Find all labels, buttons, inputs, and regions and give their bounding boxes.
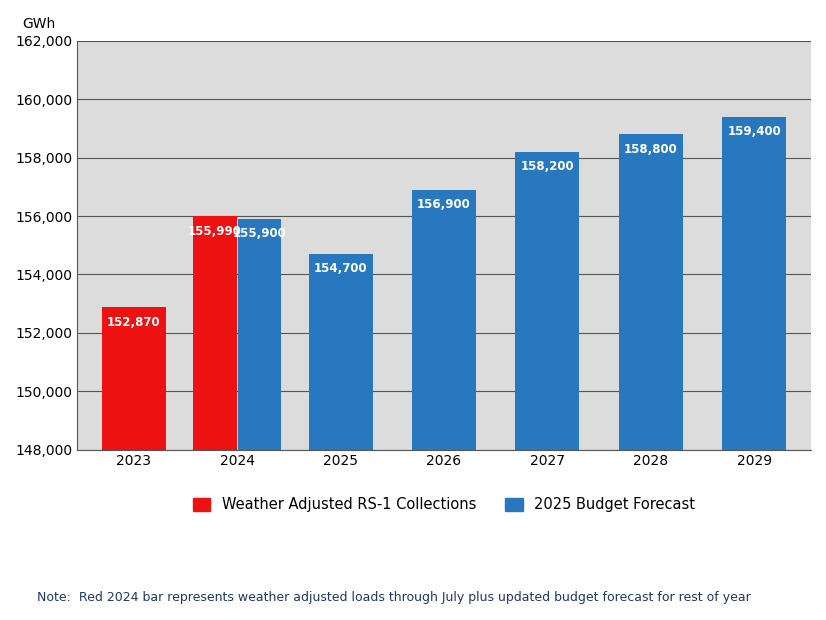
Text: 158,800: 158,800 [624, 143, 677, 156]
Text: 159,400: 159,400 [727, 125, 781, 138]
Text: 158,200: 158,200 [520, 160, 574, 173]
Text: 152,870: 152,870 [107, 316, 161, 329]
Bar [193, 216, 237, 450]
Bar [722, 117, 786, 449]
Text: GWh: GWh [22, 17, 55, 31]
Bar [412, 190, 476, 450]
Bar [102, 308, 166, 450]
Text: 155,900: 155,900 [233, 227, 287, 240]
Text: 154,700: 154,700 [314, 262, 368, 275]
Bar [238, 219, 281, 450]
Text: 156,900: 156,900 [417, 198, 471, 211]
Legend: Weather Adjusted RS-1 Collections, 2025 Budget Forecast: Weather Adjusted RS-1 Collections, 2025 … [187, 491, 701, 518]
Text: 155,990: 155,990 [188, 224, 242, 237]
Bar [309, 254, 373, 450]
Text: Note:  Red 2024 bar represents weather adjusted loads through July plus updated : Note: Red 2024 bar represents weather ad… [37, 591, 751, 604]
Bar [619, 135, 683, 450]
Bar [515, 152, 579, 450]
